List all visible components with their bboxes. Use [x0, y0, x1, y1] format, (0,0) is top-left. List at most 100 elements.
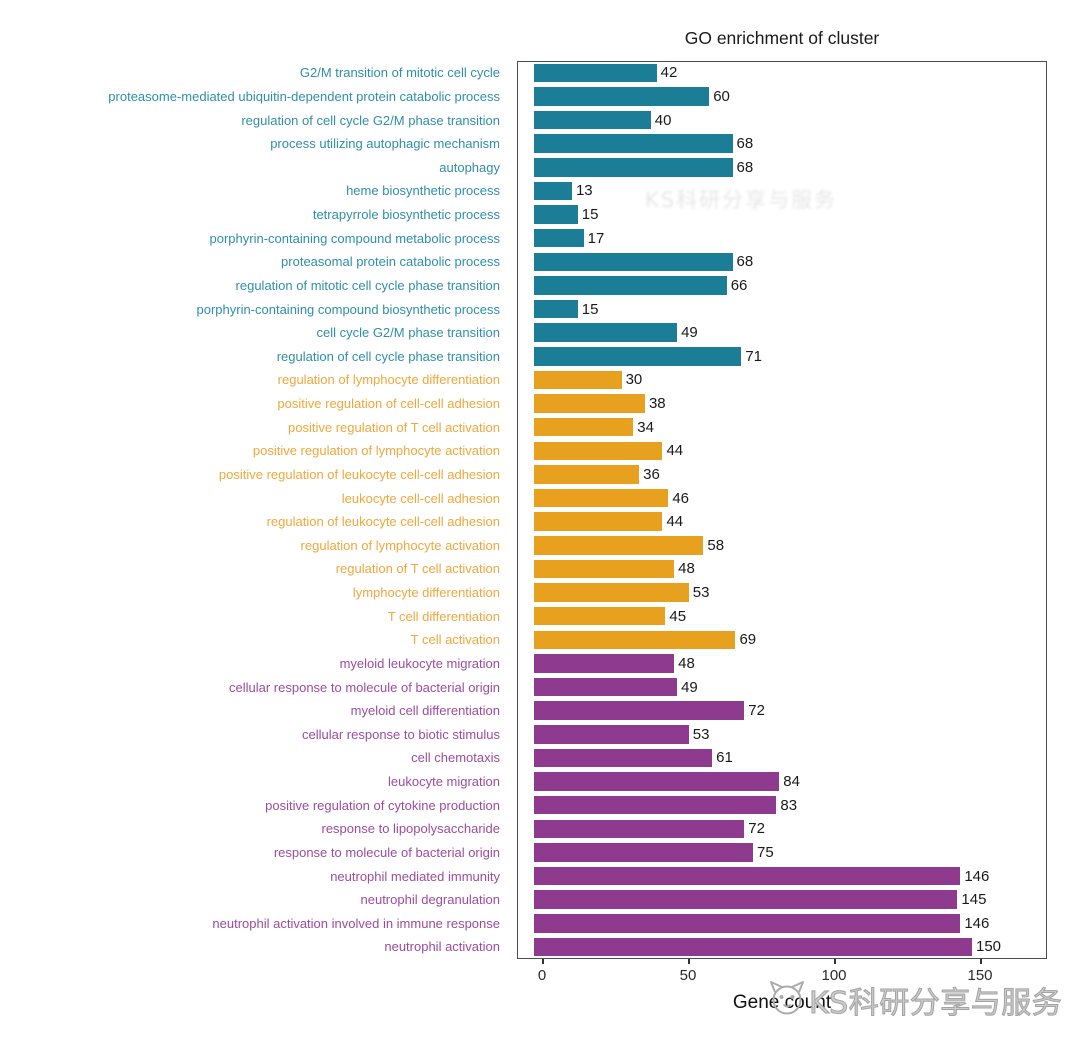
- value-label: 44: [666, 442, 684, 460]
- value-label: 69: [739, 631, 757, 649]
- chart-row: myeloid cell differentiation 72: [0, 699, 1047, 723]
- category-label: regulation of cell cycle G2/M phase tran…: [241, 112, 500, 128]
- bar: [534, 417, 634, 437]
- category-label: neutrophil degranulation: [360, 892, 501, 908]
- bar-track: 61: [509, 746, 1039, 770]
- bar: [534, 228, 584, 248]
- bar-track: 83: [509, 793, 1039, 817]
- bar-track: 68: [509, 250, 1039, 274]
- chart-row: regulation of cell cycle phase transitio…: [0, 345, 1047, 369]
- bar-track: 49: [509, 675, 1039, 699]
- bar-track: 58: [509, 534, 1039, 558]
- category-label: neutrophil activation: [384, 939, 500, 955]
- bar-track: 30: [509, 368, 1039, 392]
- chart-row: leukocyte cell-cell adhesion 46: [0, 486, 1047, 510]
- value-label: 15: [581, 206, 599, 224]
- value-label: 146: [964, 914, 990, 932]
- value-label: 34: [637, 418, 654, 436]
- chart-row: proteasome-mediated ubiquitin-dependent …: [0, 85, 1047, 109]
- bar-track: 60: [509, 85, 1039, 109]
- chart-row: T cell activation 69: [0, 628, 1047, 652]
- category-label: regulation of cell cycle phase transitio…: [276, 348, 500, 364]
- chart-row: lymphocyte differentiation 53: [0, 581, 1047, 605]
- value-label: 68: [736, 158, 754, 176]
- bar: [534, 323, 678, 342]
- bar-track: 84: [509, 770, 1039, 794]
- chart-row: regulation of T cell activation 48: [0, 557, 1047, 581]
- chart-row: positive regulation of T cell activation…: [0, 415, 1047, 439]
- bar-track: 66: [509, 274, 1039, 298]
- bar: [534, 158, 733, 177]
- chart-row: tetrapyrrole biosynthetic process 15: [0, 203, 1047, 227]
- bar: [534, 795, 777, 815]
- x-tick-mark: [688, 959, 690, 964]
- value-label: 46: [672, 489, 689, 507]
- value-label: 49: [681, 678, 698, 696]
- category-label: myeloid cell differentiation: [350, 703, 500, 719]
- category-label: neutrophil mediated immunity: [330, 868, 500, 884]
- chart-row: myeloid leukocyte migration 48: [0, 652, 1047, 676]
- bar: [534, 937, 972, 957]
- x-tick-label: 50: [679, 967, 697, 984]
- value-label: 13: [575, 182, 593, 200]
- value-label: 48: [678, 560, 695, 578]
- value-label: 53: [692, 725, 710, 743]
- bar-track: 46: [509, 486, 1039, 510]
- bar-track: 71: [509, 345, 1039, 369]
- bar-track: 49: [509, 321, 1039, 345]
- chart-row: cellular response to biotic stimulus 53: [0, 723, 1047, 747]
- chart-row: autophagy 68: [0, 156, 1047, 180]
- x-axis: 0 50 100 150: [517, 959, 1047, 989]
- value-label: 72: [748, 820, 765, 838]
- chart-row: process utilizing autophagic mechanism 68: [0, 132, 1047, 156]
- bar: [534, 512, 663, 531]
- chart-row: cell chemotaxis 61: [0, 746, 1047, 770]
- category-label: positive regulation of leukocyte cell-ce…: [218, 466, 500, 482]
- category-label: regulation of mitotic cell cycle phase t…: [235, 277, 500, 293]
- bar-track: 69: [509, 628, 1039, 652]
- bar-track: 42: [509, 61, 1039, 85]
- bar-track: 15: [509, 203, 1039, 227]
- chart-rows: G2/M transition of mitotic cell cycle 42 p…: [0, 61, 1047, 959]
- bar-track: 48: [509, 652, 1039, 676]
- bar-track: 38: [509, 392, 1039, 416]
- chart-row: positive regulation of cell-cell adhesio…: [0, 392, 1047, 416]
- bar-track: 146: [509, 912, 1039, 936]
- category-label: regulation of lymphocyte activation: [300, 537, 500, 553]
- category-label: cell cycle G2/M phase transition: [316, 325, 500, 341]
- value-label: 72: [748, 702, 765, 720]
- category-label: response to lipopolysaccharide: [321, 821, 501, 837]
- bar-track: 36: [509, 463, 1039, 487]
- category-label: leukocyte cell-cell adhesion: [341, 490, 500, 506]
- bar: [534, 488, 669, 508]
- category-label: proteasome-mediated ubiquitin-dependent …: [108, 88, 500, 104]
- value-label: 71: [745, 347, 762, 365]
- category-label: cellular response to biotic stimulus: [302, 726, 500, 742]
- bar: [534, 772, 780, 791]
- bar: [534, 819, 745, 839]
- value-label: 53: [692, 584, 710, 602]
- x-tick-label: 0: [537, 967, 547, 984]
- bar-track: 48: [509, 557, 1039, 581]
- bar: [534, 583, 689, 602]
- x-tick-mark: [834, 959, 836, 964]
- bar-track: 53: [509, 581, 1039, 605]
- chart-row: positive regulation of cytokine producti…: [0, 793, 1047, 817]
- bar-track: 146: [509, 864, 1039, 888]
- category-label: cellular response to molecule of bacteri…: [229, 679, 500, 695]
- chart-row: G2/M transition of mitotic cell cycle 42: [0, 61, 1047, 85]
- chart-row: response to molecule of bacterial origin…: [0, 841, 1047, 865]
- x-tick-label: 100: [821, 967, 847, 984]
- category-label: positive regulation of cytokine producti…: [265, 797, 500, 813]
- category-label: T cell differentiation: [387, 608, 500, 624]
- chart-row: T cell differentiation 45: [0, 604, 1047, 628]
- category-label: leukocyte migration: [388, 774, 500, 790]
- chart-title: GO enrichment of cluster: [684, 28, 880, 48]
- bar-track: 145: [509, 888, 1039, 912]
- bar-track: 40: [509, 108, 1039, 132]
- bar: [534, 536, 704, 555]
- category-label: regulation of leukocyte cell-cell adhesi…: [266, 514, 500, 530]
- bar-track: 17: [509, 226, 1039, 250]
- chart-row: cell cycle G2/M phase transition 49: [0, 321, 1047, 345]
- x-tick-mark: [980, 959, 982, 964]
